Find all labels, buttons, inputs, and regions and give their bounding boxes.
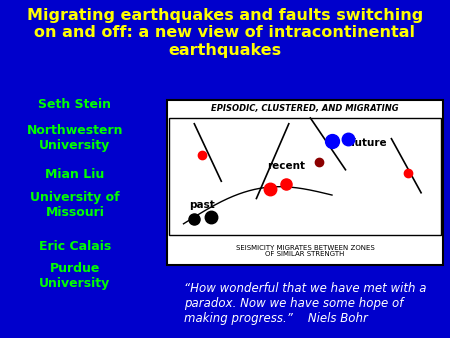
Text: University of
Missouri: University of Missouri: [30, 191, 120, 219]
Text: Eric Calais: Eric Calais: [39, 240, 111, 252]
Bar: [169, 118, 441, 235]
Bar: [167, 100, 443, 265]
Text: “How wonderful that we have met with a
paradox. Now we have some hope of
making : “How wonderful that we have met with a p…: [184, 282, 426, 325]
Text: SEISMICITY MIGRATES BETWEEN ZONES
OF SIMILAR STRENGTH: SEISMICITY MIGRATES BETWEEN ZONES OF SIM…: [236, 244, 374, 258]
Text: recent: recent: [267, 161, 305, 171]
Text: Mian Liu: Mian Liu: [45, 169, 104, 182]
Text: Seth Stein: Seth Stein: [39, 98, 112, 112]
Text: Purdue
University: Purdue University: [40, 262, 111, 290]
Text: Northwestern
University: Northwestern University: [27, 124, 123, 152]
Text: EPISODIC, CLUSTERED, AND MIGRATING: EPISODIC, CLUSTERED, AND MIGRATING: [211, 103, 399, 113]
Text: past: past: [189, 200, 215, 210]
Text: future: future: [351, 138, 387, 148]
Text: Migrating earthquakes and faults switching
on and off: a new view of intracontin: Migrating earthquakes and faults switchi…: [27, 8, 423, 58]
